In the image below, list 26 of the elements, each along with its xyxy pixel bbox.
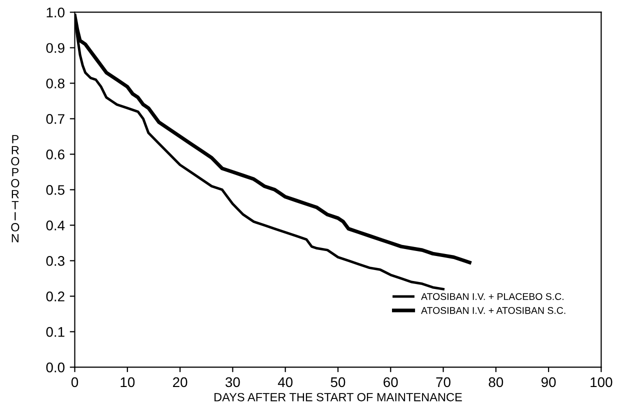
y-tick-label: 0.8 xyxy=(46,78,64,88)
y-tick-label: 0.5 xyxy=(46,185,64,195)
y-tick-label: 0.3 xyxy=(46,256,64,266)
y-tick-label: 1.0 xyxy=(46,8,64,18)
x-tick-label: 80 xyxy=(488,377,504,388)
text: P R O P O R T I O N xyxy=(11,135,20,242)
y-tick-label: 0.7 xyxy=(46,114,64,124)
y-tick-label: 0.0 xyxy=(46,362,64,372)
x-tick-label: 20 xyxy=(173,377,188,388)
x-tick-label: 0 xyxy=(71,377,78,388)
x-tick-label: 50 xyxy=(330,377,346,388)
x-tick-label: 70 xyxy=(436,377,450,388)
x-tick-label: 40 xyxy=(278,377,293,388)
y-tick-label: 0.1 xyxy=(46,327,64,337)
x-tick-label: 10 xyxy=(120,377,135,388)
y-tick-label: 0.6 xyxy=(46,150,64,160)
x-axis-title: DAYS AFTER THE START OF MAINTENANCE xyxy=(214,392,462,402)
x-tick-label: 100 xyxy=(590,377,612,388)
legend-label: ATOSIBAN I.V. + PLACEBO S.C. xyxy=(421,293,564,300)
x-tick-label: 60 xyxy=(384,377,398,388)
y-tick-label: 0.9 xyxy=(46,43,64,53)
y-tick-label: 0.2 xyxy=(46,292,64,302)
y-tick-label: 0.4 xyxy=(46,220,65,230)
legend-label: ATOSIBAN I.V. + ATOSIBAN S.C. xyxy=(421,307,566,314)
x-tick-label: 90 xyxy=(541,377,556,388)
x-tick-label: 30 xyxy=(225,377,240,388)
